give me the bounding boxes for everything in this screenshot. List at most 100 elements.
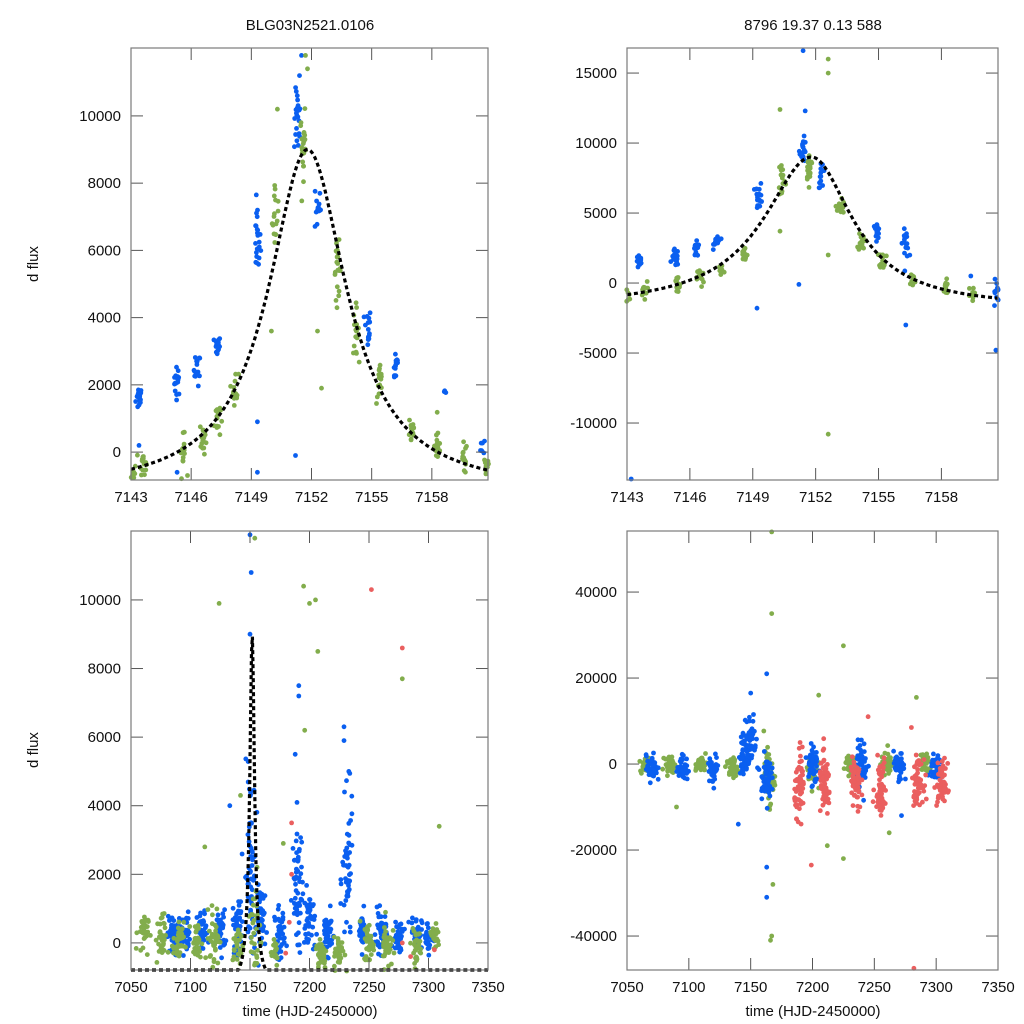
data-point-blue <box>243 756 249 762</box>
data-point-blue <box>674 769 680 774</box>
data-point-blue <box>692 246 697 251</box>
y-axis-label: d flux <box>25 732 42 768</box>
data-point-blue <box>325 955 331 961</box>
x-tick-label: 7150 <box>734 979 767 996</box>
data-point-green <box>313 946 319 952</box>
data-point-red <box>877 769 883 774</box>
data-point-green <box>322 960 327 966</box>
data-point-blue <box>347 929 353 935</box>
data-point-blue <box>239 919 245 924</box>
data-point-blue <box>681 771 686 777</box>
data-point-red <box>821 746 827 752</box>
data-point-green <box>857 231 862 237</box>
data-point-blue <box>338 877 344 882</box>
data-point-green <box>884 253 889 259</box>
data-point-red <box>938 782 943 787</box>
data-point-blue <box>931 751 936 757</box>
data-point-green <box>307 601 312 606</box>
data-point-blue <box>929 763 935 769</box>
data-point-blue <box>931 771 937 777</box>
data-point-green <box>408 940 413 946</box>
data-point-red <box>913 777 919 783</box>
data-point-green <box>382 925 387 930</box>
data-point-red <box>808 862 814 868</box>
data-point-green <box>733 773 739 779</box>
data-point-blue <box>258 248 264 254</box>
data-point-red <box>941 786 947 792</box>
data-point-blue <box>755 192 761 198</box>
data-point-blue <box>250 849 255 855</box>
y-tick-label: 0 <box>113 935 121 952</box>
data-point-blue <box>391 374 397 380</box>
data-point-red <box>945 761 951 766</box>
data-point-green <box>702 767 707 773</box>
data-point-blue <box>347 924 353 930</box>
data-point-red <box>399 645 405 651</box>
data-point-green <box>334 284 340 290</box>
data-point-green <box>741 250 747 256</box>
data-point-blue <box>749 753 755 758</box>
data-point-blue <box>858 747 863 753</box>
data-point-green <box>387 935 393 940</box>
data-point-green <box>414 931 419 937</box>
data-point-green <box>663 762 669 768</box>
data-point-red <box>918 777 923 783</box>
data-point-blue <box>323 917 329 923</box>
data-point-blue <box>992 276 998 282</box>
data-point-green <box>142 918 148 924</box>
x-tick-label: 7146 <box>174 489 207 506</box>
data-point-green <box>768 937 773 943</box>
data-point-blue <box>628 476 634 482</box>
data-point-green <box>337 958 343 964</box>
data-point-green <box>251 930 257 936</box>
data-point-green <box>362 936 368 942</box>
data-point-green <box>887 766 892 772</box>
data-point-green <box>381 934 387 940</box>
data-point-green <box>158 915 164 921</box>
data-point-green <box>351 343 357 349</box>
x-tick-label: 7350 <box>471 979 504 996</box>
data-point-green <box>881 262 887 268</box>
data-point-blue <box>304 923 310 929</box>
data-point-red <box>851 775 856 780</box>
data-point-blue <box>292 905 298 911</box>
data-point-green <box>859 242 865 247</box>
data-point-green <box>209 921 215 927</box>
data-point-blue <box>364 314 370 319</box>
data-point-green <box>356 359 362 365</box>
data-point-blue <box>875 235 881 241</box>
data-point-blue <box>393 919 398 925</box>
data-point-blue <box>398 946 404 951</box>
data-point-blue <box>891 748 896 754</box>
x-tick-label: 7143 <box>610 489 643 506</box>
data-point-red <box>849 768 855 773</box>
x-tick-label: 7300 <box>412 979 445 996</box>
data-point-blue <box>424 921 430 927</box>
data-point-green <box>202 844 208 850</box>
data-point-blue <box>294 831 300 837</box>
data-point-red <box>851 759 857 765</box>
x-tick-label: 7152 <box>295 489 328 506</box>
data-point-blue <box>344 778 349 784</box>
data-point-blue <box>254 227 260 232</box>
data-point-blue <box>133 399 139 404</box>
data-point-blue <box>931 759 937 765</box>
data-point-green <box>834 208 840 213</box>
data-point-green <box>196 926 201 931</box>
data-point-blue <box>707 756 713 762</box>
data-point-blue <box>277 918 282 924</box>
data-point-green <box>157 921 163 927</box>
data-point-blue <box>672 257 678 262</box>
data-point-red <box>914 797 920 802</box>
data-point-green <box>336 288 342 294</box>
data-point-blue <box>317 190 323 196</box>
data-point-green <box>269 953 275 959</box>
data-point-green <box>644 279 650 284</box>
data-point-green <box>641 763 646 769</box>
data-point-green <box>193 950 199 955</box>
data-point-green <box>213 946 218 952</box>
data-point-green <box>723 764 728 770</box>
data-point-blue <box>346 883 351 888</box>
data-point-blue <box>754 186 759 192</box>
data-point-green <box>351 350 356 356</box>
